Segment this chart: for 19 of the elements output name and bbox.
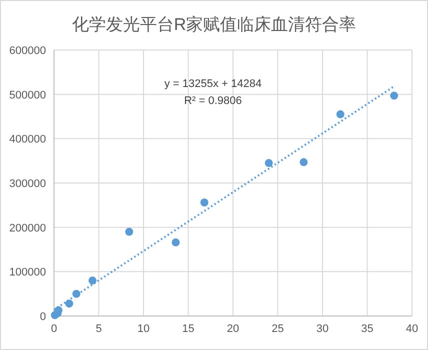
x-tick-label: 30 [316, 323, 329, 335]
y-tick-label: 600000 [9, 45, 46, 57]
annotation: y = 13255x + 14284 [164, 78, 262, 90]
x-tick-label: 20 [226, 323, 240, 335]
y-tick-label: 200000 [9, 222, 46, 234]
y-tick-label: 500000 [9, 89, 46, 102]
y-tick-label: 100000 [9, 266, 46, 279]
x-tick-label: 10 [137, 323, 150, 335]
x-tick-label: 40 [406, 323, 418, 335]
x-tick-label: 35 [361, 323, 374, 335]
annotation: R² = 0.9806 [184, 95, 242, 107]
x-tick-label: 0 [50, 323, 58, 335]
y-tick-label: 0 [40, 311, 46, 323]
x-tick-label: 5 [96, 323, 102, 335]
y-tick-label: 400000 [9, 134, 46, 146]
chart-title: 化学发光平台R家赋值临床血清符合率 [72, 15, 356, 34]
x-tick-label: 25 [272, 323, 284, 335]
y-tick-label: 300000 [9, 178, 46, 190]
x-tick-label: 15 [182, 323, 194, 335]
